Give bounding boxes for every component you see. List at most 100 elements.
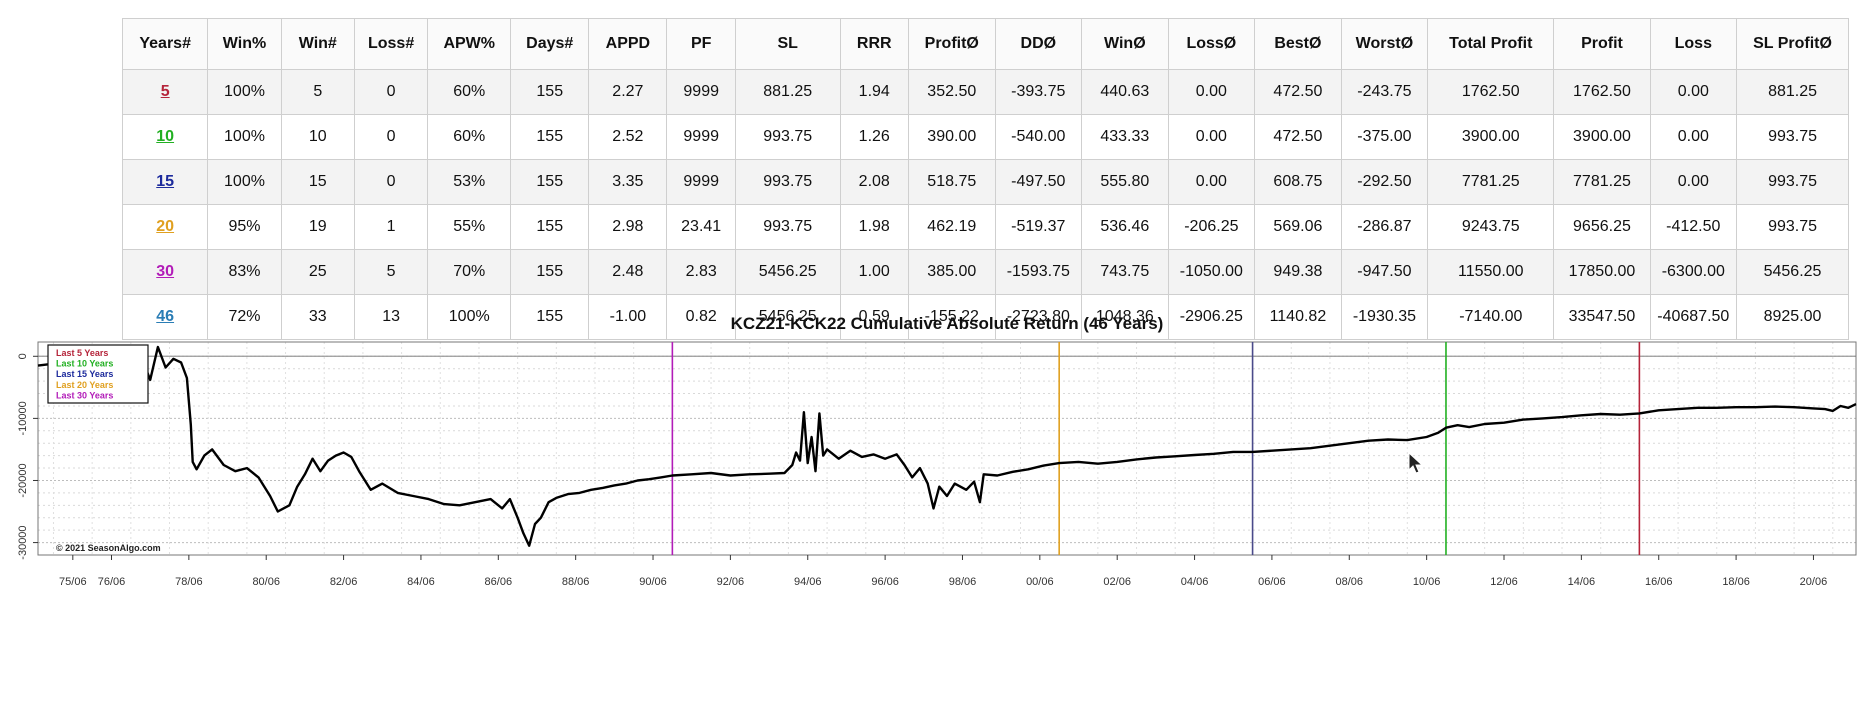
table-cell: 25 <box>280 249 355 295</box>
x-tick-label: 08/06 <box>1336 576 1364 588</box>
column-header: Profit <box>1553 18 1651 70</box>
x-tick-label: 78/06 <box>175 576 203 588</box>
table-cell: 390.00 <box>908 114 996 160</box>
x-tick-label: 98/06 <box>949 576 977 588</box>
table-cell: 440.63 <box>1081 69 1169 115</box>
column-header: WinØ <box>1081 18 1169 70</box>
table-cell: -1.00 <box>588 294 668 340</box>
table-row: 15 100% 15 0 53% 155 3.35 9999 993.75 2.08 518.75-… <box>121 159 1849 205</box>
table-cell: -2906.25 <box>1167 294 1256 340</box>
table-cell: 1.00 <box>839 249 909 295</box>
table-cell: 2.08 <box>839 159 909 205</box>
table-cell: 70% <box>427 249 512 295</box>
table-cell: 33547.50 <box>1553 294 1651 340</box>
table-cell: 155 <box>510 159 590 205</box>
table-cell: 518.75 <box>908 159 996 205</box>
table-cell: 555.80 <box>1081 159 1169 205</box>
table-cell: 1762.50 <box>1553 69 1651 115</box>
table-cell: 0.00 <box>1167 69 1256 115</box>
years-cell: 15 <box>121 159 209 205</box>
table-cell: 9999 <box>666 69 736 115</box>
table-cell: 1.94 <box>839 69 909 115</box>
years-cell: 5 <box>121 69 209 115</box>
table-cell: 9999 <box>666 159 736 205</box>
table-cell: 5456.25 <box>734 249 841 295</box>
table-cell: 0 <box>353 69 429 115</box>
table-cell: 0.00 <box>1649 69 1738 115</box>
table-cell: 100% <box>207 114 282 160</box>
table-cell: 3900.00 <box>1427 114 1555 160</box>
table-cell: -155.22 <box>908 294 996 340</box>
table-cell: 7781.25 <box>1427 159 1555 205</box>
years-link[interactable]: 46 <box>156 308 175 325</box>
table-cell: 8925.00 <box>1736 294 1849 340</box>
return-series-line <box>37 345 1857 547</box>
table-cell: 352.50 <box>908 69 996 115</box>
table-cell: 155 <box>510 249 590 295</box>
legend-entry: Last 15 Years <box>56 369 113 379</box>
x-tick-label: 14/06 <box>1568 576 1596 588</box>
years-link[interactable]: 10 <box>156 128 175 145</box>
column-header: Win% <box>207 18 282 70</box>
column-header: APPD <box>588 18 668 70</box>
table-cell: 19 <box>280 204 355 250</box>
column-header: ProfitØ <box>908 18 996 70</box>
x-tick-label: 18/06 <box>1722 576 1750 588</box>
legend-entry: Last 5 Years <box>56 348 108 358</box>
table-cell: -2723.80 <box>994 294 1083 340</box>
x-tick-label: 16/06 <box>1645 576 1673 588</box>
column-header: RRR <box>839 18 909 70</box>
table-cell: 569.06 <box>1254 204 1342 250</box>
table-cell: 2.83 <box>666 249 736 295</box>
x-tick-label: 12/06 <box>1490 576 1518 588</box>
table-cell: 155 <box>510 114 590 160</box>
x-tick-label: 82/06 <box>330 576 358 588</box>
column-header: Loss# <box>353 18 429 70</box>
x-tick-label: 94/06 <box>794 576 822 588</box>
legend-entry: Last 10 Years <box>56 359 113 369</box>
table-cell: -206.25 <box>1167 204 1256 250</box>
table-cell: -519.37 <box>994 204 1083 250</box>
table-row: 20 95% 19 1 55% 155 2.98 23.41 993.75 1.98 462.19-… <box>121 204 1849 250</box>
years-link[interactable]: 15 <box>156 173 175 190</box>
statistics-table: Years# Win% Win# Loss# APW% Days# APPD PF SL RRR P… <box>121 18 1849 340</box>
table-cell: 95% <box>207 204 282 250</box>
table-cell: 536.46 <box>1081 204 1169 250</box>
column-header: SL <box>734 18 841 70</box>
chart-title: KCZ21-KCK22 Cumulative Absolute Return (… <box>731 314 1164 333</box>
column-header: Years# <box>121 18 209 70</box>
table-cell: 608.75 <box>1254 159 1342 205</box>
table-cell: 3900.00 <box>1553 114 1651 160</box>
table-cell: 993.75 <box>734 114 841 160</box>
years-link[interactable]: 5 <box>160 83 170 100</box>
table-cell: 462.19 <box>908 204 996 250</box>
table-cell: -1050.00 <box>1167 249 1256 295</box>
table-cell: 2.98 <box>588 204 668 250</box>
table-cell: 11550.00 <box>1427 249 1555 295</box>
table-cell: 993.75 <box>1736 159 1849 205</box>
table-cell: 60% <box>427 69 512 115</box>
x-tick-label: 20/06 <box>1800 576 1828 588</box>
legend-entry: Last 20 Years <box>56 380 113 390</box>
table-cell: 7781.25 <box>1553 159 1651 205</box>
years-link[interactable]: 30 <box>156 263 175 280</box>
x-tick-label: 92/06 <box>717 576 745 588</box>
table-cell: 2.48 <box>588 249 668 295</box>
table-cell: 1762.50 <box>1427 69 1555 115</box>
table-cell: -286.87 <box>1340 204 1429 250</box>
table-cell: 881.25 <box>734 69 841 115</box>
table-cell: -393.75 <box>994 69 1083 115</box>
y-tick-label: -20000 <box>17 463 29 497</box>
x-tick-label: 90/06 <box>639 576 667 588</box>
column-header: Days# <box>510 18 590 70</box>
years-cell: 10 <box>121 114 209 160</box>
table-cell: 5 <box>280 69 355 115</box>
column-header: WorstØ <box>1340 18 1429 70</box>
column-header: BestØ <box>1254 18 1342 70</box>
years-link[interactable]: 20 <box>156 218 175 235</box>
legend-entry: Last 30 Years <box>56 390 113 400</box>
table-cell: 9999 <box>666 114 736 160</box>
x-tick-label: 10/06 <box>1413 576 1441 588</box>
table-row: 5 100% 5 0 60% 155 2.27 9999 881.25 1.94 352.50 -39… <box>121 69 1849 115</box>
